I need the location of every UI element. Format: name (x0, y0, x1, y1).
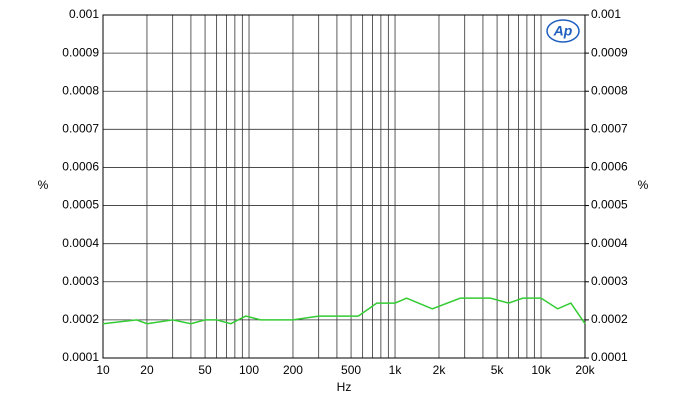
x-tick-label: 5k (491, 363, 505, 377)
y2-tick-label: 0.0003 (591, 274, 628, 288)
x-axis-label: Hz (337, 380, 352, 394)
logo-ring (546, 19, 580, 43)
x-tick-label: 20k (575, 363, 595, 377)
x-tick-label: 200 (283, 363, 303, 377)
y-tick-label: 0.0004 (62, 236, 99, 250)
x-tick-label: 500 (341, 363, 361, 377)
x-tick-label: 2k (433, 363, 447, 377)
y2-tick-label: 0.0009 (591, 45, 628, 59)
y-tick-label: 0.0002 (62, 312, 99, 326)
y2-axis-label: % (638, 178, 649, 192)
y2-tick-label: 0.0007 (591, 122, 628, 136)
y-tick-label: 0.0006 (62, 160, 99, 174)
x-tick-label: 100 (239, 363, 259, 377)
y2-tick-label: 0.001 (591, 7, 621, 21)
y-tick-label: 0.0005 (62, 198, 99, 212)
logo: Ap (553, 23, 573, 39)
y2-tick-label: 0.0001 (591, 350, 628, 364)
x-tick-label: 20 (140, 363, 154, 377)
y-tick-label: 0.0003 (62, 274, 99, 288)
x-tick-label: 1k (389, 363, 403, 377)
y-tick-label: 0.0009 (62, 45, 99, 59)
y-tick-label: 0.0007 (62, 122, 99, 136)
x-tick-label: 50 (198, 363, 212, 377)
y-tick-label: 0.001 (69, 7, 99, 21)
y2-tick-label: 0.0006 (591, 160, 628, 174)
y2-tick-label: 0.0002 (591, 312, 628, 326)
x-tick-label: 10 (96, 363, 110, 377)
data-line (102, 297, 586, 325)
plot-frame (102, 14, 586, 359)
y-tick-label: 0.0001 (62, 350, 99, 364)
y2-tick-label: 0.0005 (591, 198, 628, 212)
y2-tick-label: 0.0004 (591, 236, 628, 250)
y-tick-label: 0.0008 (62, 83, 99, 97)
y-axis-label: % (38, 178, 49, 192)
y2-tick-label: 0.0008 (591, 83, 628, 97)
x-tick-label: 10k (531, 363, 551, 377)
